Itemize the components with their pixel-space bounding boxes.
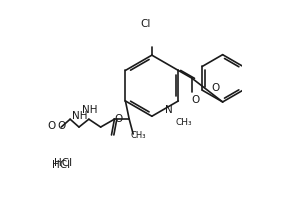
- Text: CH₃: CH₃: [176, 118, 192, 127]
- Text: O: O: [47, 122, 55, 131]
- Text: Cl: Cl: [141, 19, 151, 29]
- Text: NH: NH: [82, 105, 98, 115]
- Text: O: O: [57, 121, 65, 131]
- Text: O: O: [211, 83, 219, 93]
- Text: NH: NH: [72, 111, 88, 121]
- Text: O: O: [114, 114, 122, 124]
- Text: HCl: HCl: [54, 158, 72, 167]
- Text: O: O: [191, 95, 199, 105]
- Text: CH₃: CH₃: [130, 131, 146, 140]
- Text: N: N: [165, 105, 172, 115]
- Text: HCl: HCl: [52, 161, 71, 170]
